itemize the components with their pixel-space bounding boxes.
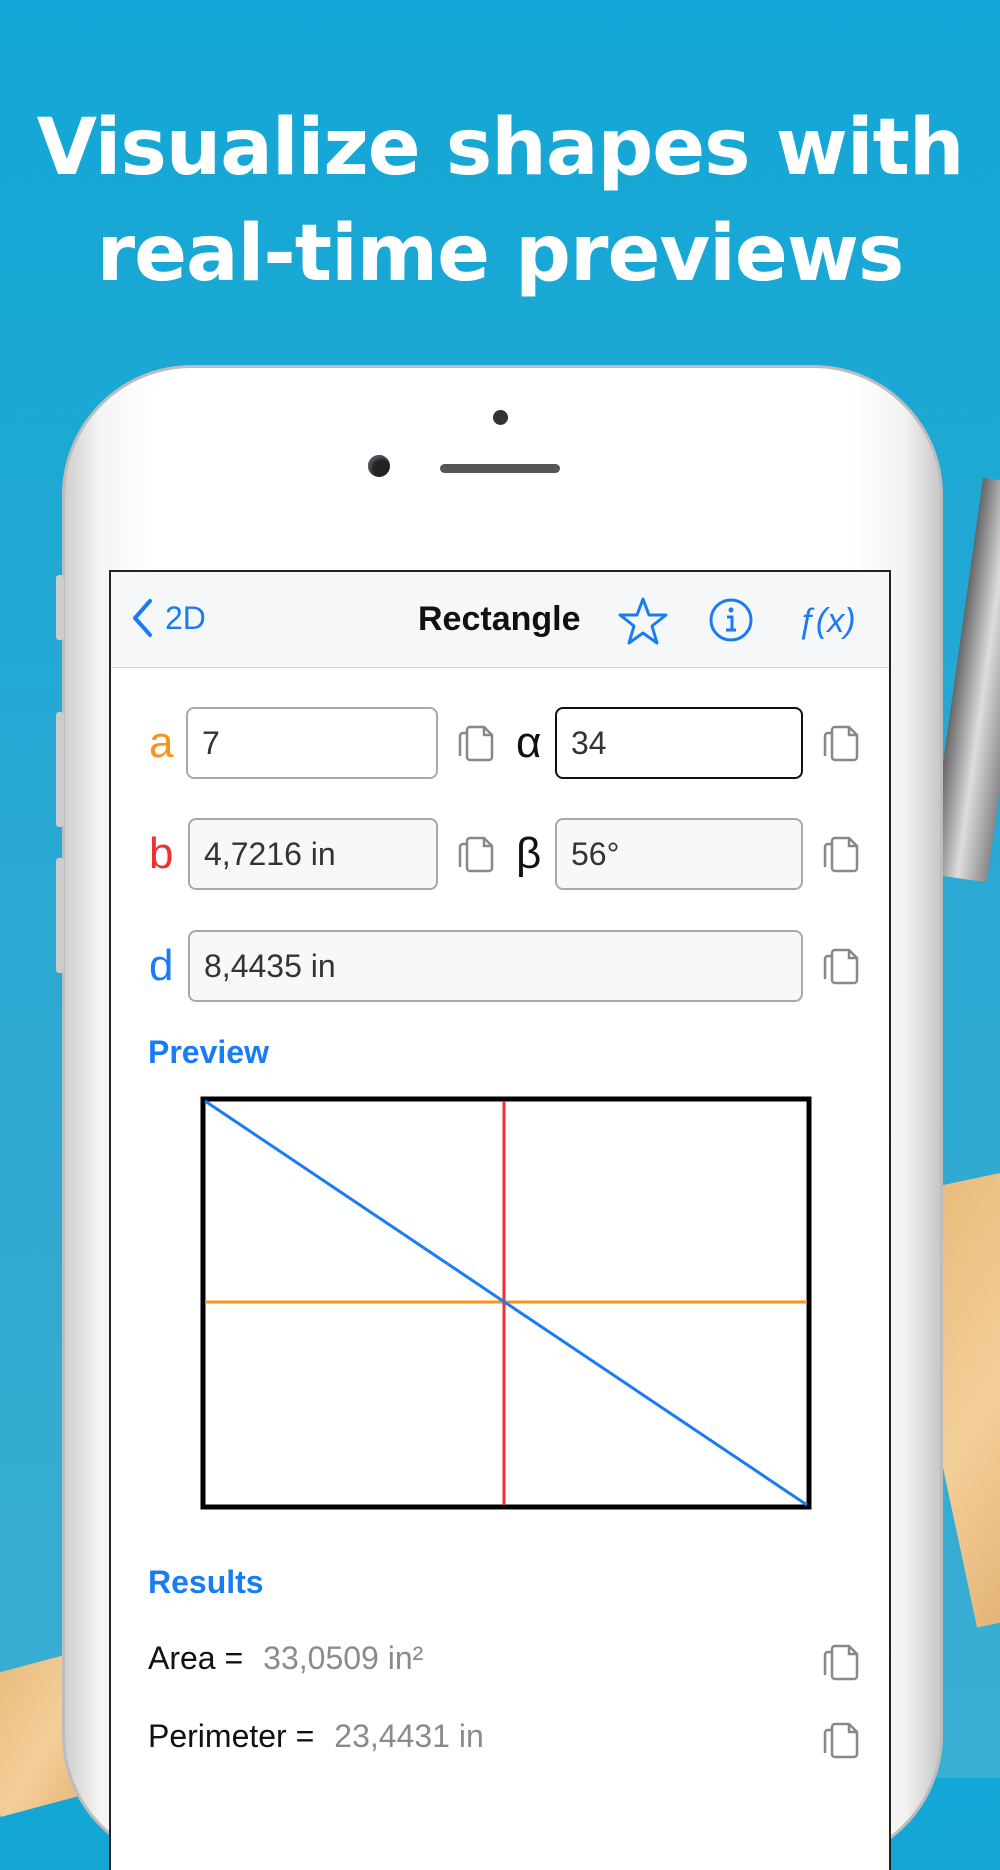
proximity-sensor (493, 410, 508, 425)
headline-line-2: real-time previews (96, 209, 905, 299)
front-camera (368, 455, 390, 477)
angle-alpha-input[interactable]: 34 (555, 707, 803, 779)
result-label: Perimeter = (148, 1718, 315, 1754)
diagonal-d-label: d (149, 941, 174, 990)
app-screen: 2D Rectangle ƒ(x) a 7 α 34 b 4,7216 in β… (109, 570, 891, 1870)
copy-icon[interactable] (823, 1638, 859, 1682)
side-a-label: a (149, 718, 174, 767)
result-value: 23,4431 in (334, 1718, 484, 1754)
copy-icon[interactable] (823, 942, 859, 986)
angle-beta-input[interactable]: 56° (555, 818, 803, 890)
phone-volume-up (56, 712, 64, 827)
speaker-grille (440, 464, 560, 473)
result-value: 33,0509 in² (263, 1640, 424, 1676)
formula-button[interactable]: ƒ(x) (797, 602, 856, 640)
info-icon[interactable] (708, 597, 754, 643)
side-b-label: b (149, 829, 174, 878)
headline: Visualize shapes with real-time previews (0, 95, 1000, 307)
chevron-left-icon (133, 599, 152, 637)
phone-side-button (56, 575, 64, 640)
headline-line-1: Visualize shapes with (36, 103, 965, 193)
result-area: Area = 33,0509 in² (148, 1640, 423, 1677)
back-label: 2D (165, 599, 206, 636)
diagonal-line (204, 1099, 808, 1507)
angle-beta-label: β (516, 829, 542, 878)
copy-icon[interactable] (823, 719, 859, 763)
side-b-input[interactable]: 4,7216 in (188, 818, 438, 890)
result-label: Area = (148, 1640, 244, 1676)
copy-icon[interactable] (823, 830, 859, 874)
star-icon[interactable] (617, 596, 669, 646)
rectangle-preview (200, 1096, 812, 1510)
preview-heading: Preview (148, 1034, 269, 1070)
result-perimeter: Perimeter = 23,4431 in (148, 1718, 484, 1755)
angle-alpha-label: α (516, 718, 542, 767)
back-button[interactable]: 2D (131, 598, 206, 638)
diagonal-d-input[interactable]: 8,4435 in (188, 930, 803, 1002)
side-a-input[interactable]: 7 (186, 707, 438, 779)
phone-volume-down (56, 858, 64, 973)
results-heading: Results (148, 1564, 264, 1600)
copy-icon[interactable] (823, 1716, 859, 1760)
page-title: Rectangle (418, 600, 581, 638)
copy-icon[interactable] (458, 719, 494, 763)
navigation-bar: 2D Rectangle ƒ(x) (111, 572, 889, 668)
copy-icon[interactable] (458, 830, 494, 874)
